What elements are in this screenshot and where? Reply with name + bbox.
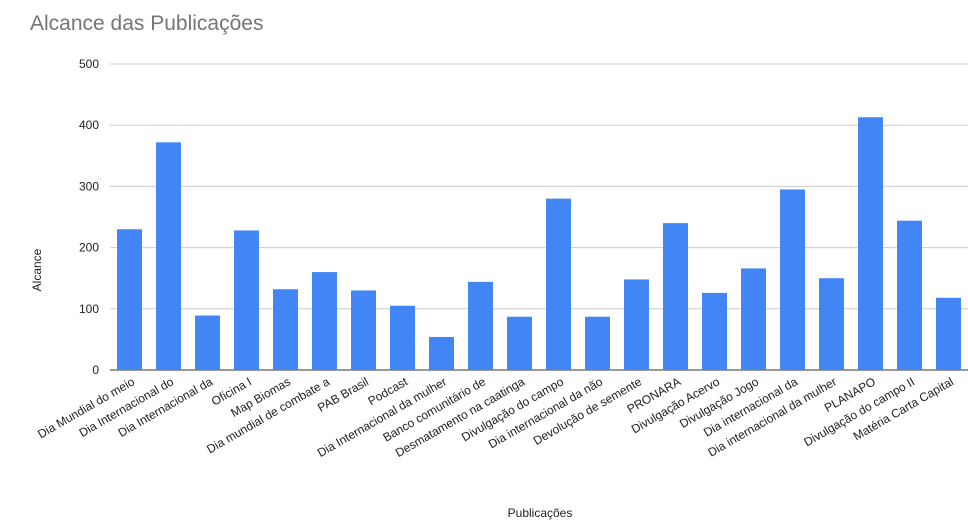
bar (858, 117, 883, 370)
y-tick-label: 300 (79, 179, 99, 193)
bar (585, 316, 610, 370)
bar (819, 278, 844, 370)
bar (390, 305, 415, 370)
bar (117, 229, 142, 370)
bar (702, 292, 727, 370)
bar (273, 289, 298, 370)
bar (195, 315, 220, 370)
bar (936, 297, 961, 370)
chart-title: Alcance das Publicações (30, 12, 263, 35)
bar (780, 189, 805, 370)
bar (351, 290, 376, 370)
bar (546, 198, 571, 370)
y-tick-label: 200 (79, 241, 99, 255)
y-tick-label: 100 (79, 302, 99, 316)
y-tick-label: 500 (79, 57, 99, 71)
y-axis-ticks: 0 100 200 300 400 500 (79, 57, 99, 377)
bar (897, 220, 922, 370)
bar (507, 316, 532, 370)
bar (234, 230, 259, 370)
bar (468, 281, 493, 370)
bar (663, 223, 688, 370)
bar (312, 272, 337, 370)
bar (156, 142, 181, 370)
x-axis-label: Publicações (508, 506, 573, 520)
y-tick-label: 400 (79, 118, 99, 132)
bar (429, 336, 454, 370)
bars (117, 117, 961, 370)
bar (624, 279, 649, 370)
bar (741, 268, 766, 370)
y-axis-label: Alcance (30, 248, 44, 291)
y-tick-label: 0 (92, 363, 99, 377)
